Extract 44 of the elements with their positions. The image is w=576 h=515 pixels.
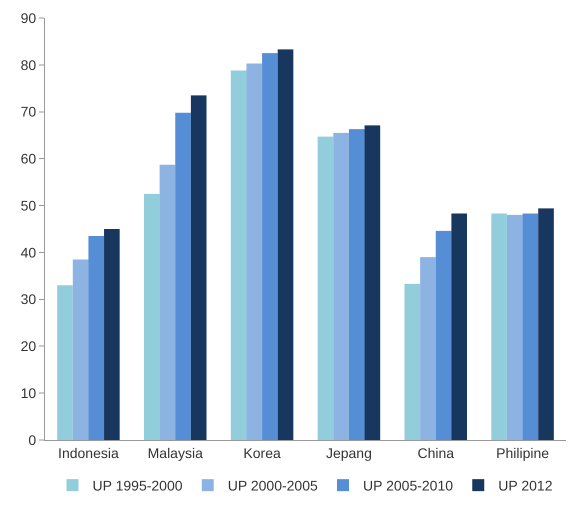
x-tick-label: Malaysia: [148, 444, 204, 461]
legend-label: UP 2000-2005: [228, 478, 318, 494]
x-tick-label: Philipine: [496, 444, 550, 461]
bar: [522, 214, 538, 440]
y-tick-label: 0: [28, 432, 36, 448]
bar: [348, 129, 365, 440]
bar: [160, 164, 176, 440]
bar: [420, 257, 436, 440]
y-tick-label: 10: [20, 385, 36, 402]
bar: [57, 285, 73, 440]
bar: [278, 49, 294, 440]
x-tick-label: Jepang: [326, 444, 372, 461]
bar: [491, 214, 507, 440]
x-tick-label: Indonesia: [58, 444, 119, 461]
bar: [72, 259, 88, 440]
bar: [318, 136, 334, 440]
y-tick-label: 80: [20, 56, 36, 73]
bar: [436, 230, 452, 440]
x-tick-label: China: [417, 444, 454, 461]
y-tick-label: 20: [20, 338, 36, 354]
y-tick-label: 70: [20, 104, 36, 120]
bar: [88, 236, 104, 440]
bar: [364, 125, 380, 440]
legend-label: UP 1995-2000: [92, 478, 183, 494]
bar: [262, 53, 278, 440]
bar: [230, 70, 246, 440]
y-tick-label: 90: [20, 10, 36, 26]
x-tick-label: Korea: [243, 444, 281, 461]
bar: [538, 208, 554, 440]
bar: [144, 194, 160, 440]
bar: [506, 214, 523, 440]
legend-label: UP 2005-2010: [363, 478, 454, 494]
y-tick-label: 50: [20, 197, 36, 214]
bar: [404, 284, 420, 440]
y-tick-label: 40: [20, 244, 36, 260]
legend-label: UP 2012: [498, 478, 553, 494]
y-tick-label: 60: [20, 150, 36, 167]
bar: [190, 95, 207, 440]
bar: [104, 229, 120, 440]
bar: [175, 112, 191, 440]
y-tick-label: 30: [20, 291, 36, 308]
bar: [451, 214, 468, 440]
bar: [246, 63, 262, 440]
bar: [333, 132, 349, 440]
